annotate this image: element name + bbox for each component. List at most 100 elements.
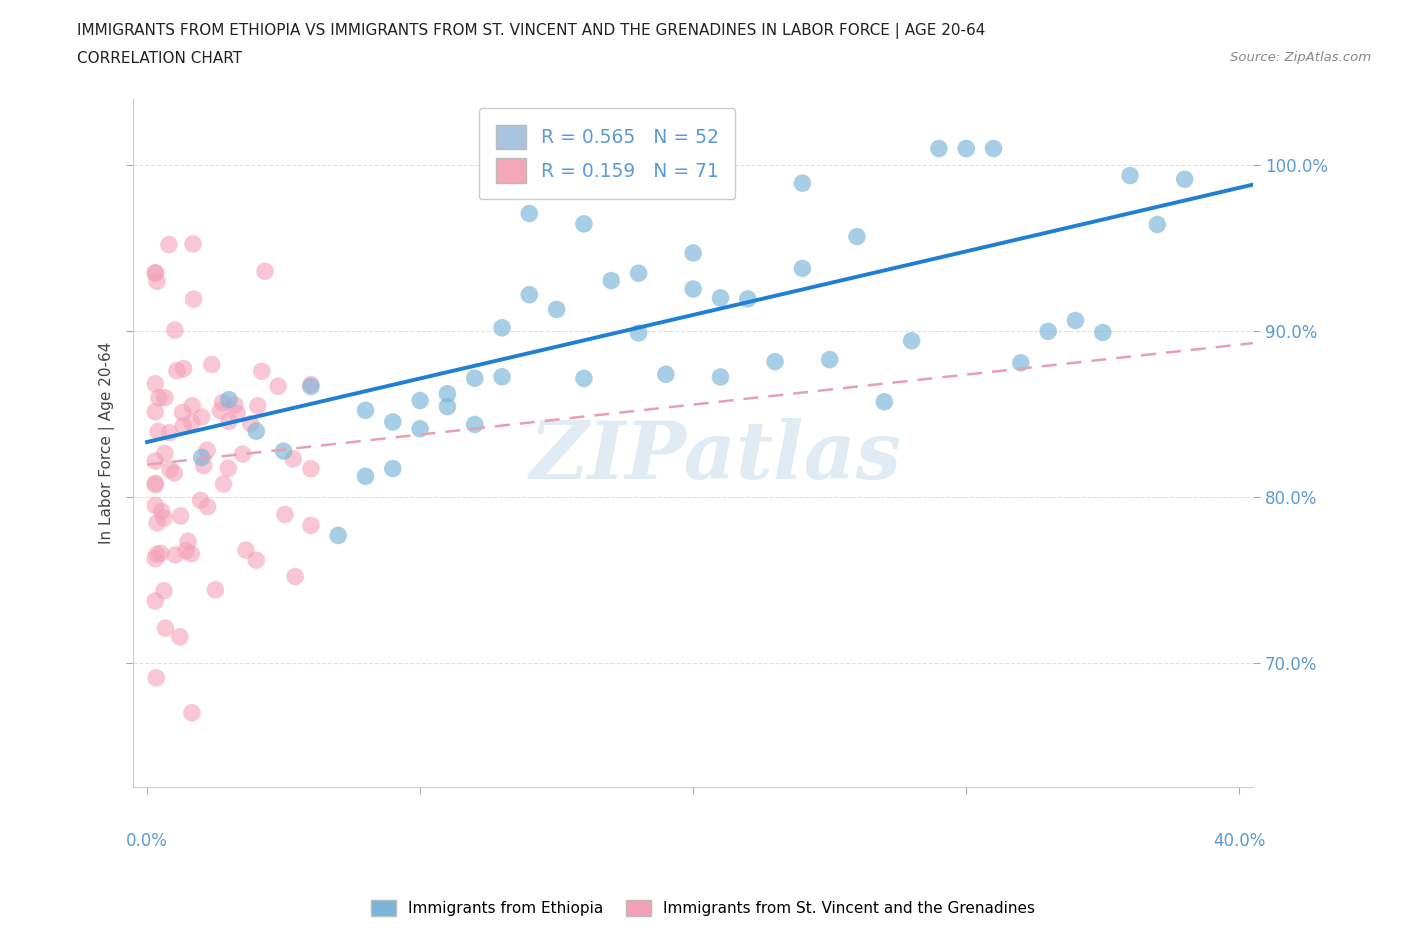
Point	[491, 369, 513, 384]
Point	[217, 460, 239, 475]
Y-axis label: In Labor Force | Age 20-64: In Labor Force | Age 20-64	[100, 342, 115, 544]
Point	[409, 421, 432, 436]
Point	[232, 446, 254, 461]
Legend: Immigrants from Ethiopia, Immigrants from St. Vincent and the Grenadines: Immigrants from Ethiopia, Immigrants fro…	[366, 894, 1040, 923]
Point	[180, 546, 202, 561]
Point	[157, 237, 180, 252]
Point	[464, 417, 486, 432]
Point	[299, 518, 322, 533]
Point	[163, 466, 186, 481]
Text: IMMIGRANTS FROM ETHIOPIA VS IMMIGRANTS FROM ST. VINCENT AND THE GRENADINES IN LA: IMMIGRANTS FROM ETHIOPIA VS IMMIGRANTS F…	[77, 23, 986, 39]
Point	[763, 354, 786, 369]
Point	[546, 302, 568, 317]
Point	[159, 425, 181, 440]
Point	[159, 462, 181, 477]
Point	[143, 377, 166, 392]
Text: 0.0%: 0.0%	[127, 832, 167, 850]
Point	[737, 291, 759, 306]
Point	[818, 352, 841, 367]
Point	[165, 548, 187, 563]
Point	[143, 476, 166, 491]
Point	[239, 417, 262, 432]
Point	[148, 391, 170, 405]
Point	[627, 326, 650, 340]
Point	[267, 379, 290, 393]
Point	[682, 246, 704, 260]
Point	[143, 593, 166, 608]
Point	[983, 141, 1005, 156]
Point	[436, 386, 458, 401]
Point	[235, 542, 257, 557]
Point	[409, 393, 432, 408]
Point	[283, 451, 305, 466]
Point	[153, 511, 176, 525]
Point	[169, 630, 191, 644]
Point	[181, 705, 204, 720]
Point	[1119, 168, 1142, 183]
Point	[143, 477, 166, 492]
Point	[180, 415, 202, 430]
Point	[354, 403, 377, 418]
Point	[517, 287, 540, 302]
Point	[226, 405, 249, 420]
Point	[655, 181, 678, 196]
Point	[181, 236, 204, 251]
Point	[155, 620, 177, 635]
Point	[146, 515, 169, 530]
Point	[328, 528, 350, 543]
Point	[145, 266, 167, 281]
Point	[792, 176, 814, 191]
Point	[1036, 324, 1059, 339]
Point	[201, 357, 224, 372]
Point	[436, 399, 458, 414]
Point	[146, 424, 169, 439]
Point	[169, 509, 191, 524]
Point	[143, 405, 166, 419]
Point	[153, 446, 176, 461]
Point	[224, 398, 246, 413]
Point	[146, 273, 169, 288]
Point	[150, 504, 173, 519]
Point	[709, 290, 731, 305]
Point	[381, 461, 404, 476]
Point	[153, 391, 176, 405]
Point	[245, 424, 267, 439]
Point	[1010, 355, 1032, 370]
Point	[299, 378, 322, 392]
Point	[250, 364, 273, 379]
Text: 40.0%: 40.0%	[1213, 832, 1265, 850]
Point	[955, 141, 977, 156]
Point	[517, 206, 540, 221]
Point	[173, 361, 195, 376]
Point	[299, 461, 322, 476]
Text: CORRELATION CHART: CORRELATION CHART	[77, 51, 242, 66]
Point	[1174, 172, 1197, 187]
Point	[195, 443, 218, 458]
Point	[190, 450, 212, 465]
Point	[153, 583, 176, 598]
Point	[190, 409, 212, 424]
Point	[143, 551, 166, 566]
Point	[792, 261, 814, 276]
Point	[627, 266, 650, 281]
Point	[204, 582, 226, 597]
Point	[709, 369, 731, 384]
Point	[218, 392, 240, 407]
Point	[218, 414, 240, 429]
Point	[245, 552, 267, 567]
Point	[174, 543, 197, 558]
Point	[284, 569, 307, 584]
Point	[177, 534, 200, 549]
Point	[381, 415, 404, 430]
Point	[546, 174, 568, 189]
Point	[197, 499, 219, 514]
Point	[354, 469, 377, 484]
Point	[246, 398, 269, 413]
Point	[211, 395, 233, 410]
Point	[209, 404, 232, 418]
Point	[273, 444, 295, 458]
Point	[145, 671, 167, 685]
Legend: R = 0.565   N = 52, R = 0.159   N = 71: R = 0.565 N = 52, R = 0.159 N = 71	[478, 108, 735, 199]
Point	[183, 292, 205, 307]
Point	[172, 418, 194, 433]
